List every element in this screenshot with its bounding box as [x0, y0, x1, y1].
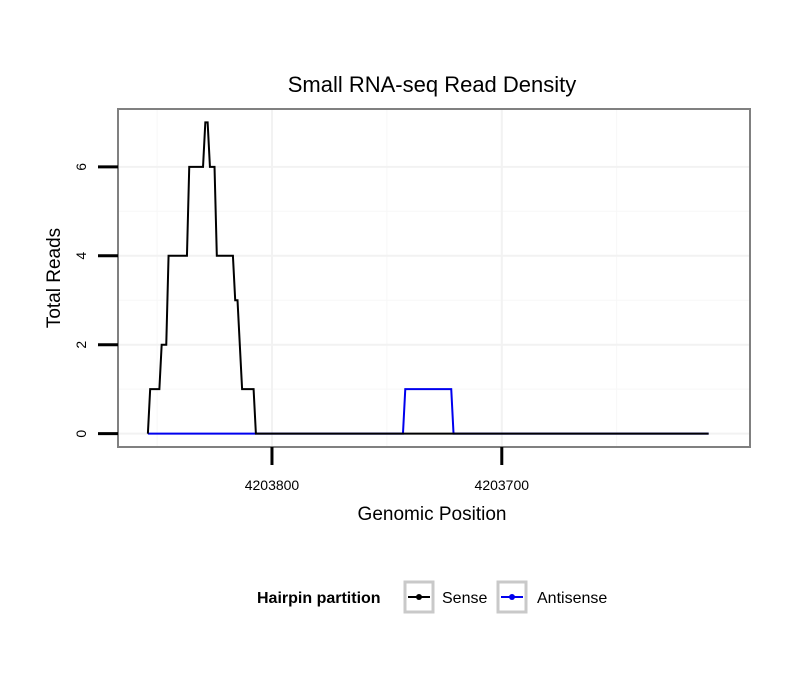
- legend-label-antisense: Antisense: [537, 590, 607, 607]
- y-tick-label: 4: [73, 252, 89, 260]
- y-axis-title: Total Reads: [44, 228, 65, 328]
- legend: Hairpin partition Sense Antisense: [257, 580, 607, 614]
- series-layer: [146, 121, 709, 435]
- y-tick-label: 6: [73, 163, 89, 171]
- x-tick-label: 4203700: [475, 477, 530, 493]
- x-axis-title: Genomic Position: [358, 504, 507, 525]
- y-tick-label: 0: [73, 430, 89, 438]
- legend-label-sense: Sense: [442, 590, 487, 607]
- legend-key-sense-point: [416, 594, 422, 600]
- axis-layer: 0 2 4 6 4203800 4203700: [73, 163, 529, 493]
- y-tick-label: 2: [73, 341, 89, 349]
- legend-title: Hairpin partition: [257, 590, 381, 607]
- chart-title: Small RNA-seq Read Density: [288, 72, 577, 97]
- plot-panel: [118, 109, 750, 447]
- plot-border: [117, 108, 751, 448]
- series-line-sense: [146, 121, 709, 435]
- x-tick-label: 4203800: [245, 477, 300, 493]
- legend-key-antisense-point: [509, 594, 515, 600]
